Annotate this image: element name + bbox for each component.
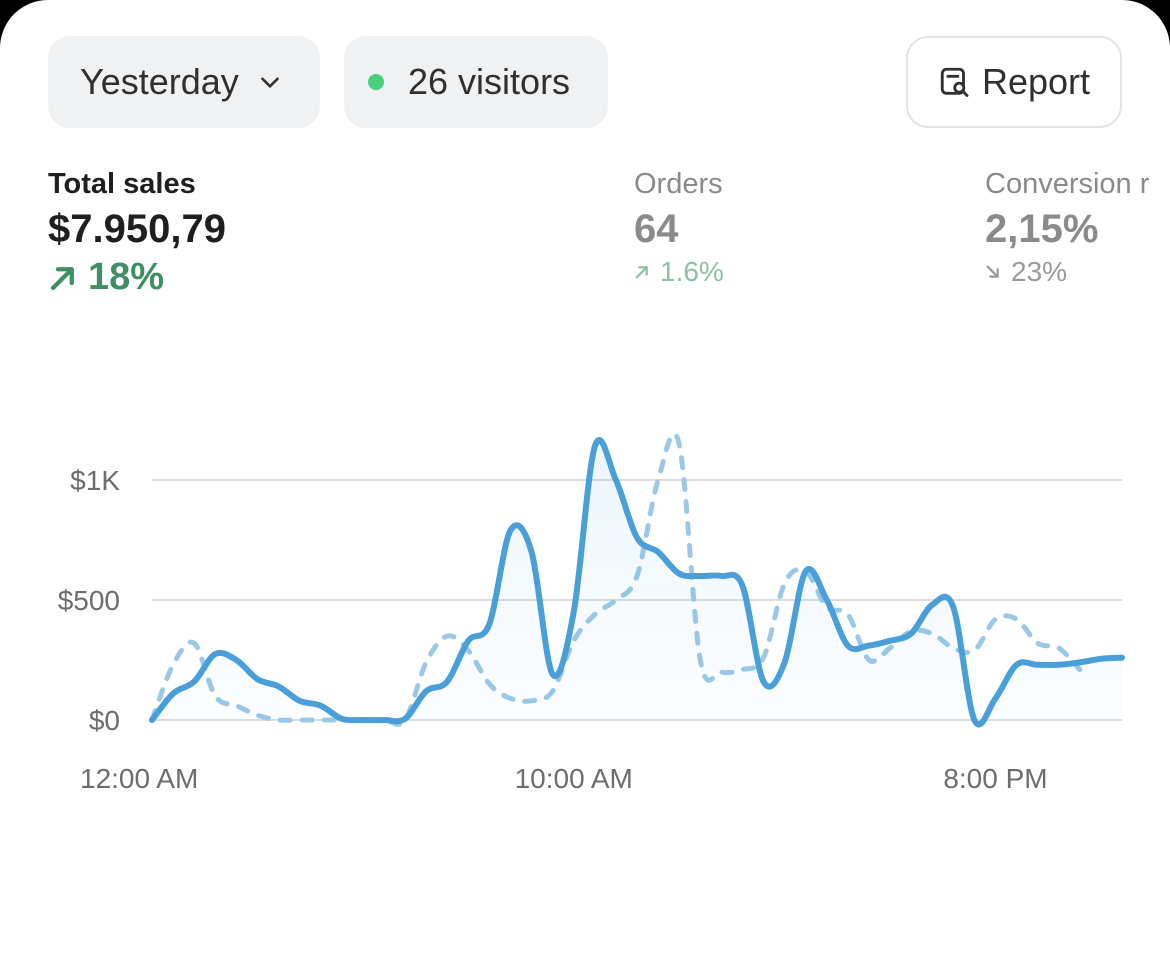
live-visitors-chip[interactable]: 26 visitors [344, 36, 608, 128]
y-tick-label: $1K [70, 465, 120, 496]
chevron-down-icon [260, 77, 279, 88]
date-range-dropdown[interactable]: Yesterday [48, 36, 320, 128]
x-tick-label: 10:00 AM [515, 763, 633, 794]
metric-delta-value: 1.6% [660, 256, 724, 287]
series-area [152, 439, 1122, 725]
metric-delta-value: 23% [1011, 256, 1068, 287]
metric-label: Orders [634, 168, 723, 200]
metric-label: Total sales [48, 168, 196, 200]
metric-value: $7.950,79 [48, 207, 226, 251]
live-status-dot [368, 74, 384, 90]
sales-line-chart[interactable]: $0 $500 $1K 12:00 AM 10:00 AM 8:00 PM [0, 380, 1170, 820]
metric-label: Conversion r [985, 168, 1150, 200]
metric-value: 2,15% [985, 207, 1099, 251]
x-tick-label: 12:00 AM [80, 763, 198, 794]
metric-delta: 18% [48, 256, 226, 299]
metric-delta: 1.6% [634, 256, 724, 288]
arrow-up-right-icon [635, 266, 648, 279]
metric-orders[interactable]: Orders 64 1.6% [634, 168, 724, 288]
report-label: Report [981, 61, 1091, 102]
y-tick-label: $500 [58, 585, 120, 616]
metric-total-sales[interactable]: Total sales $7.950,79 18% [48, 168, 226, 299]
report-search-icon [940, 67, 969, 97]
metric-delta-value: 18% [88, 256, 165, 298]
primary-series-line [149, 437, 1125, 728]
metric-delta: 23% [985, 256, 1149, 288]
report-button[interactable]: Report [906, 36, 1122, 128]
x-tick-label: 8:00 PM [943, 763, 1047, 794]
arrow-down-right-icon [986, 265, 999, 278]
arrow-up-right-icon [50, 266, 74, 290]
date-range-label: Yesterday [80, 61, 239, 102]
metric-conversion-rate[interactable]: Conversion r 2,15% 23% [985, 168, 1149, 288]
y-tick-label: $0 [89, 705, 120, 736]
visitors-label: 26 visitors [408, 61, 571, 102]
metric-value: 64 [634, 207, 679, 251]
